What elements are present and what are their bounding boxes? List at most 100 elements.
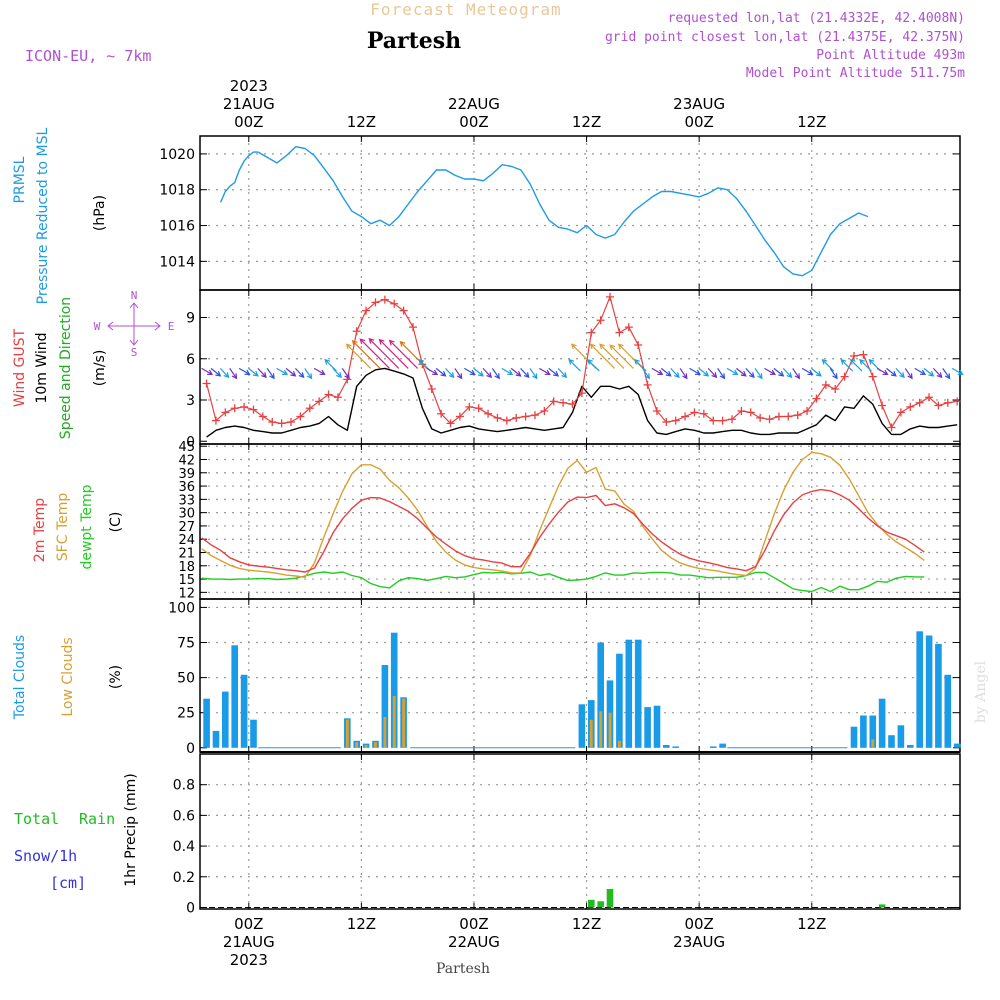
gust-marker [465,402,474,411]
gust-marker [577,389,586,398]
low-clouds-bar [345,719,349,748]
total-clouds-bar [231,645,238,748]
total-clouds-bar [381,665,389,748]
wind-direction-arrow [634,358,647,372]
total-clouds-bar [878,698,886,748]
y-tick-label: 1014 [159,254,195,270]
wind-direction-arrow [651,367,664,376]
temp-dewpt-label: dewpt Temp [79,484,95,569]
total-clouds-bar [869,715,877,748]
low-clouds-bar [599,711,603,748]
total-clouds-bar [672,746,679,748]
y-axis-ticks: 1014101610181020036912151821242730333639… [159,136,960,916]
rain-bar [597,901,604,908]
y-tick-label: 12 [178,586,195,601]
compass-n: N [131,289,138,302]
gust-marker [718,416,727,425]
wind-direction-arrow [932,367,943,379]
compass-w: W [94,320,101,333]
wind-direction-arrow [266,368,275,380]
gust-marker [849,352,858,360]
bottom-time-label: 22AUG [448,933,500,951]
wind-direction-arrow [482,367,493,379]
wind-direction-arrow [942,368,951,380]
low-clouds-bar [618,740,621,748]
wind-direction-arrow [388,339,419,369]
y-tick-label: 1016 [159,219,195,235]
top-time-label: 12Z [572,113,601,131]
y-tick-label: 0.6 [173,808,195,824]
wind-direction-arrow [324,358,337,372]
gust-marker [765,415,774,424]
wind-direction-arrow [886,367,897,377]
gust-marker [943,398,952,407]
y-tick-label: 9 [186,311,195,327]
pressure-line [219,145,869,277]
temperature-panel-frame [199,443,961,600]
temp-2m-label: 2m Temp [32,498,48,562]
gust-marker [906,402,915,411]
bottom-time-label: 00Z [234,915,263,933]
gust-marker [878,401,887,410]
wind-direction-arrow [782,367,793,379]
bottom-time-label: 12Z [797,915,826,933]
gust-marker [606,292,615,301]
y-tick-label: 0.8 [173,778,195,794]
gust-marker [427,385,436,393]
gust-marker [681,412,690,421]
wind-direction-arrow [435,367,447,377]
gust-marker [230,404,239,413]
wind-direction-arrow [904,368,913,380]
y-tick-label: 25 [177,706,195,722]
low-clouds-bar [871,739,875,748]
total-clouds-bar [916,631,923,748]
y-tick-label: 0 [186,434,195,450]
gust-marker [624,323,633,332]
wind-direction-arrow [548,367,560,377]
wind-direction-arrow [210,367,222,377]
gust-marker [493,413,502,422]
gust-marker [408,323,417,332]
y-tick-label: 3 [186,393,195,409]
wind-direction-arrow [332,367,342,379]
total-clouds-label: Total Clouds [12,635,28,720]
y-tick-label: 21 [178,547,195,562]
wind-direction-arrow [609,344,634,369]
wind-direction-arrow [599,343,625,369]
gust-marker [709,416,718,425]
gust-marker [812,394,821,403]
dewpt-temp-line [201,571,925,593]
wind-direction-arrow [660,367,672,377]
gust-marker [549,397,558,406]
wind-10m-label: 10m Wind [34,332,50,403]
wind-direction-arrow [304,368,313,380]
gust-marker [896,408,905,417]
wind-direction-arrow [840,358,854,372]
gust-marker [380,295,389,304]
total-clouds-bar [653,705,661,748]
gust-marker [474,404,483,413]
wind-direction-arrow [895,367,905,379]
wind-direction-arrow [368,337,400,369]
total-clouds-bar [597,642,604,748]
total-clouds-bar [953,743,961,748]
gust-marker [268,418,277,426]
gust-marker [521,412,530,421]
y-tick-label: 0 [186,900,195,916]
gust-marker [352,327,361,336]
wind-direction-arrow [201,367,214,376]
gust-marker [596,316,605,325]
wind-direction-arrow [491,368,500,380]
gust-marker [305,404,314,413]
y-tick-label: 15 [178,573,195,588]
top-time-label: 21AUG [223,95,275,113]
wind-direction-arrow [829,368,838,380]
precip-total-label: Total [14,810,59,828]
gust-marker [587,328,596,337]
y-tick-label: 39 [178,467,195,482]
gust-marker [211,416,220,425]
gust-marker [840,372,849,381]
wind-10m-line [206,367,958,438]
gust-marker [868,372,877,381]
gust-marker [671,416,680,425]
